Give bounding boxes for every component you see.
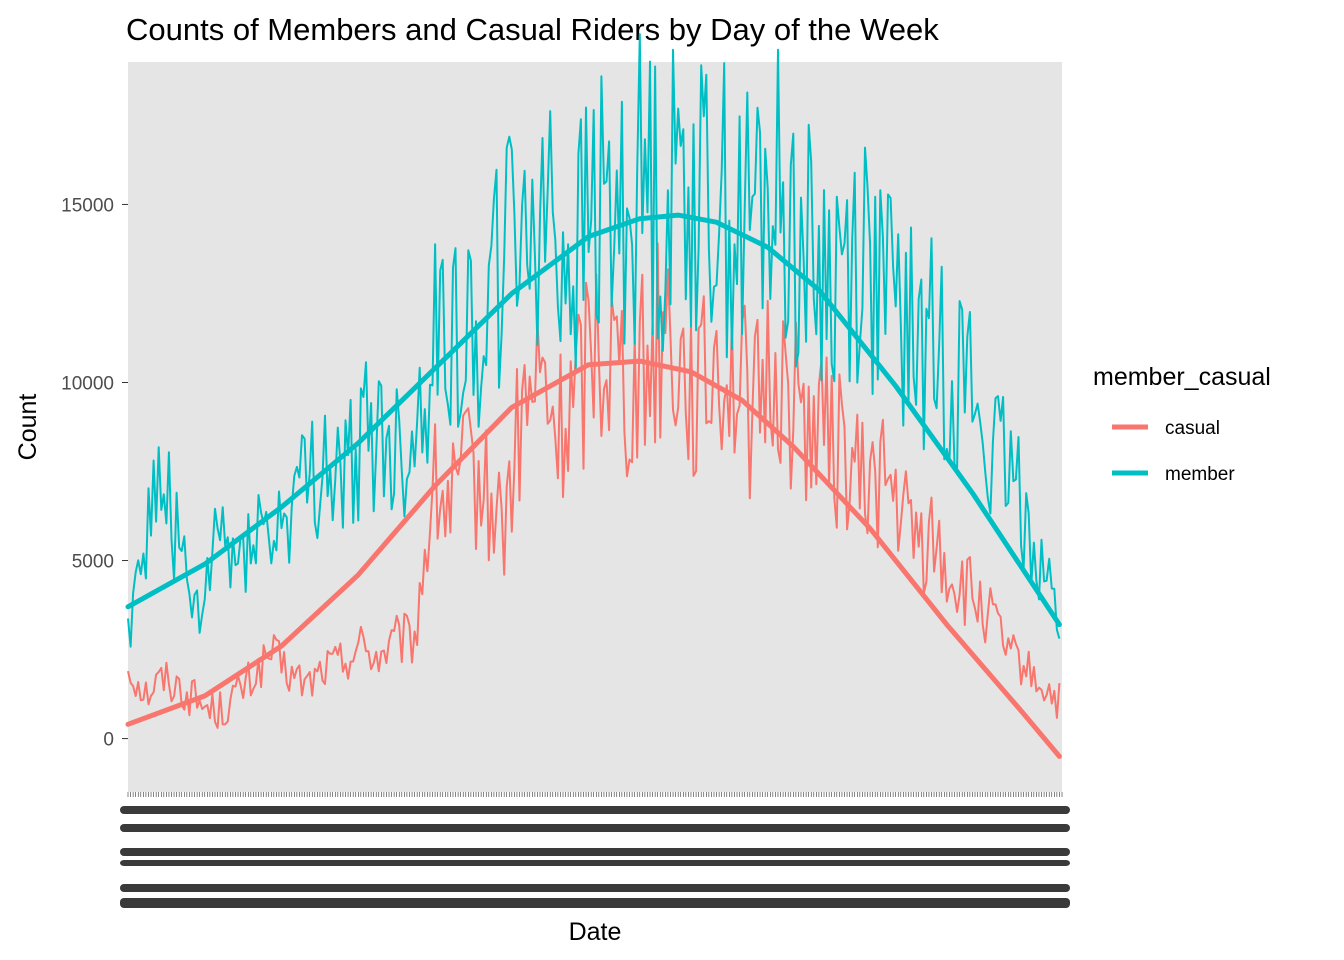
series-line-member xyxy=(127,33,1061,648)
x-tick-label-overlap xyxy=(120,898,1070,908)
legend: member_casual casual member xyxy=(1093,363,1271,485)
x-tick-label-overlap xyxy=(120,860,1070,866)
chart-title: Counts of Members and Casual Riders by D… xyxy=(126,12,939,47)
trend-line-casual xyxy=(125,358,1062,759)
legend-title: member_casual xyxy=(1093,363,1271,391)
x-axis-ticks xyxy=(120,792,1070,908)
trend-line-member xyxy=(125,212,1062,628)
y-axis-title: Count xyxy=(14,394,42,461)
y-tick-label: 15000 xyxy=(61,195,114,216)
y-tick-label: 5000 xyxy=(72,552,114,573)
series-line-casual xyxy=(127,242,1061,729)
y-axis: 0 5000 10000 15000 xyxy=(61,195,128,751)
series-lines xyxy=(127,33,1061,729)
y-tick-label: 0 xyxy=(103,730,114,751)
x-tick-label-overlap xyxy=(120,848,1070,856)
x-tick-label-overlap xyxy=(120,824,1070,832)
x-axis-title: Date xyxy=(569,918,622,946)
legend-label-member: member xyxy=(1165,464,1235,485)
trend-lines xyxy=(125,212,1062,759)
x-tick-label-overlap xyxy=(120,806,1070,814)
legend-label-casual: casual xyxy=(1165,418,1220,439)
y-tick-label: 10000 xyxy=(61,373,114,394)
x-tick-label-overlap xyxy=(120,884,1070,892)
